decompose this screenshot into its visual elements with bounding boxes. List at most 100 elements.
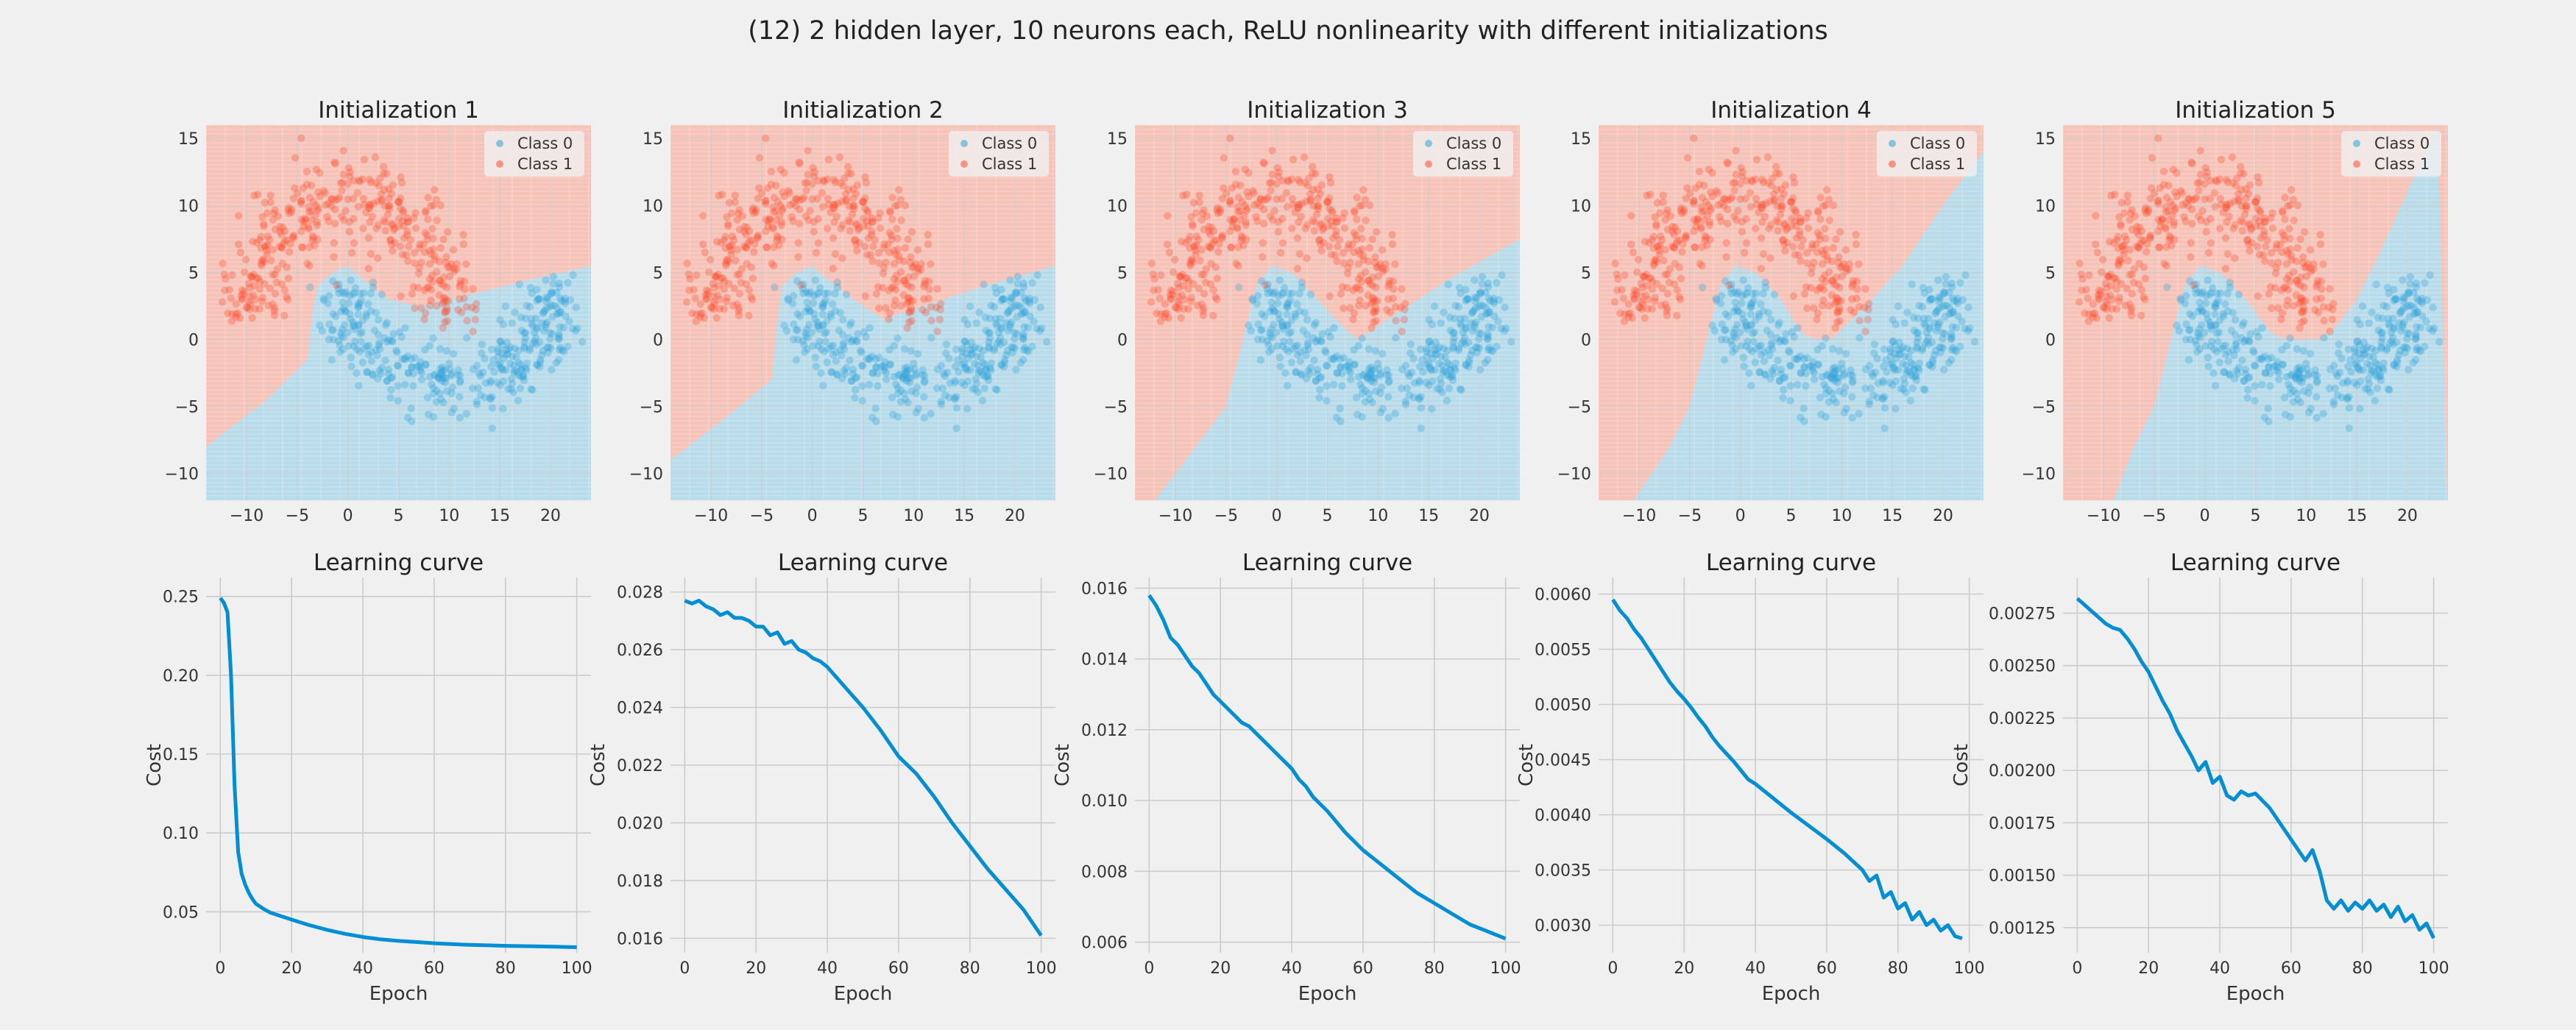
x-tick-label: 5	[858, 507, 868, 525]
class0-point	[1288, 289, 1296, 297]
class1-point	[289, 233, 297, 241]
class0-point	[1008, 294, 1016, 302]
class1-point	[325, 199, 333, 207]
class1-point	[1610, 298, 1619, 306]
class0-point	[369, 283, 378, 291]
class1-point	[1317, 221, 1325, 230]
class1-point	[2171, 188, 2179, 196]
class0-point	[1830, 370, 1839, 378]
class0-point	[1263, 337, 1271, 345]
class1-point	[1174, 292, 1183, 300]
x-tick-label: 15	[2346, 507, 2367, 525]
class1-point	[830, 175, 838, 184]
class0-point	[2234, 369, 2242, 378]
class1-point	[1230, 215, 1238, 223]
class0-point	[2198, 321, 2206, 329]
class1-point	[1189, 222, 1197, 230]
class1-point	[410, 214, 418, 222]
class1-point	[262, 246, 271, 255]
class0-point	[2383, 283, 2392, 292]
class1-point	[247, 272, 255, 280]
class1-point	[1170, 255, 1179, 264]
class1-point	[345, 172, 354, 181]
class1-point	[765, 216, 774, 224]
class0-point	[1747, 321, 1755, 329]
class1-point	[2207, 239, 2215, 247]
class1-point	[1230, 216, 1239, 224]
class1-point	[1825, 268, 1833, 276]
legend-box	[1877, 131, 1977, 177]
class1-point	[1819, 285, 1828, 294]
class1-point	[1808, 244, 1816, 252]
class0-point	[1292, 369, 1301, 377]
class1-point	[270, 209, 278, 218]
class0-point	[964, 355, 973, 363]
class1-point	[799, 193, 808, 202]
class0-point	[355, 382, 363, 390]
class1-point	[1362, 216, 1370, 224]
class0-point	[499, 366, 507, 374]
class1-point	[2098, 255, 2107, 264]
class1-point	[893, 271, 901, 280]
class1-point	[1243, 188, 1251, 196]
class0-point	[1749, 330, 1757, 338]
class0-point	[1749, 338, 1758, 346]
class0-point	[1768, 345, 1777, 353]
class1-point	[360, 200, 369, 209]
class0-point	[2410, 304, 2418, 312]
class1-point	[751, 205, 760, 213]
class1-point	[2165, 181, 2173, 190]
class0-point	[569, 271, 577, 280]
class0-point	[2306, 349, 2315, 358]
class0-point	[2405, 366, 2413, 374]
class1-point	[1242, 207, 1251, 215]
class0-point	[2399, 296, 2407, 305]
class1-point	[1835, 253, 1843, 261]
class0-point	[969, 345, 977, 353]
class1-point	[904, 294, 912, 302]
class1-point	[1677, 206, 1685, 215]
x-tick-label: 5	[2251, 507, 2261, 525]
class1-point	[258, 213, 266, 221]
class0-point	[1384, 378, 1393, 386]
class1-point	[890, 275, 899, 283]
class1-point	[729, 301, 737, 310]
class0-point	[1939, 335, 1947, 343]
class0-point	[1007, 343, 1016, 352]
class1-point	[796, 160, 804, 168]
class1-point	[2106, 291, 2115, 299]
class1-point	[1315, 235, 1324, 244]
class1-point	[773, 236, 781, 245]
class0-point	[363, 369, 372, 377]
class1-point	[924, 240, 933, 249]
class0-point	[1461, 340, 1469, 348]
y-tick-label: 15	[2035, 130, 2056, 149]
class0-point	[520, 329, 528, 337]
class0-point	[818, 302, 827, 311]
class1-point	[1168, 291, 1176, 299]
class1-point	[686, 274, 694, 283]
class0-point	[1759, 307, 1768, 316]
class0-point	[441, 378, 449, 386]
class0-point	[1448, 329, 1457, 337]
class0-point	[1497, 324, 1505, 333]
class1-point	[339, 178, 347, 187]
class0-point	[815, 325, 824, 333]
class1-point	[269, 300, 277, 308]
class1-point	[460, 277, 469, 285]
class0-point	[940, 369, 948, 377]
class1-point	[453, 265, 461, 274]
class0-point	[1367, 370, 1375, 378]
class1-point	[1361, 196, 1370, 204]
class1-point	[471, 316, 480, 324]
class1-point	[416, 240, 424, 249]
x-tick-label: 0	[1144, 959, 1154, 978]
class1-point	[2260, 218, 2269, 226]
class1-point	[1829, 201, 1838, 210]
class1-point	[1776, 210, 1785, 219]
class0-point	[1443, 347, 1451, 355]
class0-point	[910, 365, 919, 373]
y-tick-label: 0.0040	[1535, 807, 1591, 825]
class1-point	[751, 207, 760, 216]
class1-point	[1814, 229, 1822, 237]
